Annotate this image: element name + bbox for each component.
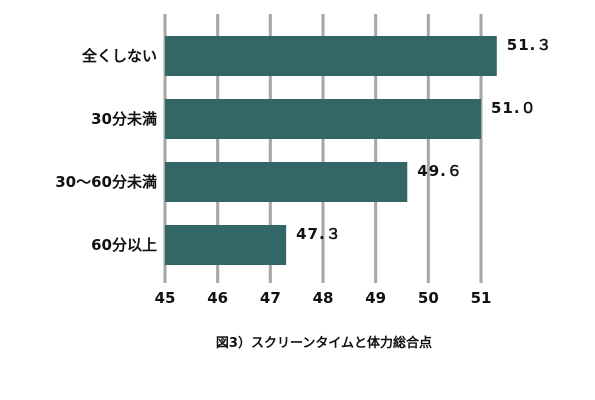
x-tick-label: 47: [260, 289, 281, 307]
x-tick-label: 51: [471, 289, 492, 307]
x-tick-labels: 45 46 47 48 49 50 51: [155, 289, 492, 307]
x-tick-label: 49: [365, 289, 386, 307]
data-labels: 51.３ 51.０ 49.６ 47.３: [296, 36, 553, 243]
x-tick-label: 48: [313, 289, 334, 307]
bar: [165, 225, 287, 265]
data-label: 49.６: [417, 162, 463, 180]
data-label: 51.３: [507, 36, 553, 54]
bar: [165, 99, 481, 139]
chart-title: 図3）スクリーンタイムと体力総合点: [216, 335, 432, 351]
bar: [165, 36, 497, 76]
bar: [165, 162, 408, 202]
category-label: 30〜60分未満: [55, 173, 157, 191]
x-tick-label: 50: [418, 289, 439, 307]
category-label: 60分以上: [91, 236, 157, 254]
category-labels: 全くしない 30分未満 30〜60分未満 60分以上: [55, 47, 157, 254]
data-label: 51.０: [491, 99, 537, 117]
category-label: 30分未満: [91, 110, 157, 128]
bars: [165, 36, 497, 265]
data-label: 47.３: [296, 225, 342, 243]
x-tick-label: 46: [207, 289, 228, 307]
x-tick-label: 45: [155, 289, 176, 307]
category-label: 全くしない: [81, 47, 157, 65]
